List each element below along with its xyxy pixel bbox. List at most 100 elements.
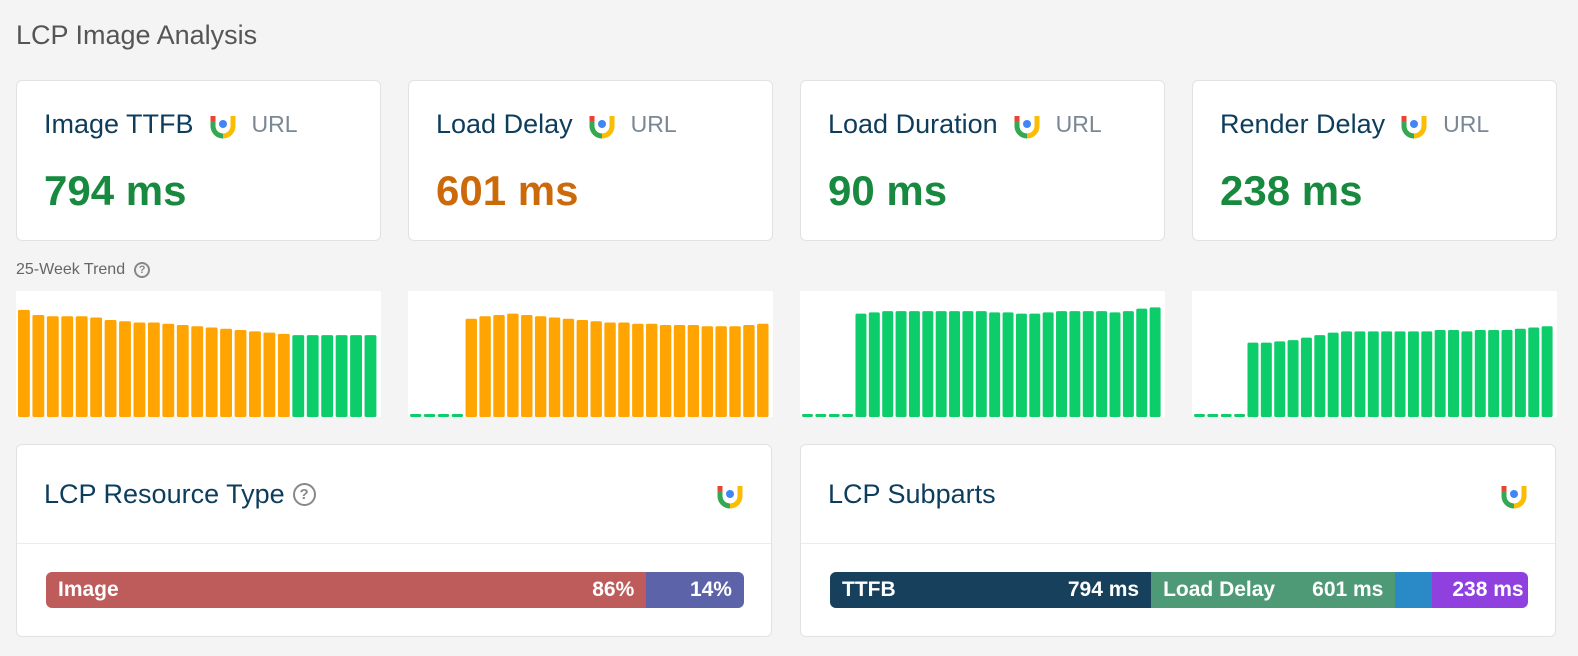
trend-bar[interactable] (205, 327, 218, 417)
trend-bar[interactable] (757, 323, 769, 417)
trend-bar[interactable] (162, 323, 175, 417)
trend-bar[interactable] (1207, 414, 1219, 417)
trend-bar[interactable] (604, 322, 616, 418)
trend-bar[interactable] (729, 326, 741, 417)
trend-bar[interactable] (922, 311, 934, 417)
trend-bar[interactable] (562, 318, 575, 417)
trend-bar[interactable] (1394, 331, 1406, 417)
resource-type-bar[interactable]: Image 86% 14% (46, 572, 744, 608)
bar-segment[interactable] (1395, 572, 1433, 608)
trend-bar[interactable] (1056, 311, 1067, 417)
trend-bar[interactable] (1421, 331, 1433, 417)
trend-bar[interactable] (1042, 312, 1054, 417)
trend-bar[interactable] (659, 325, 672, 417)
trend-bar[interactable] (191, 326, 204, 417)
trend-bar[interactable] (673, 325, 686, 417)
trend-bar[interactable] (451, 414, 464, 417)
bar-segment[interactable]: TTFB 794 ms (830, 572, 1152, 608)
trend-bar[interactable] (493, 314, 505, 417)
trend-bar[interactable] (855, 313, 867, 417)
trend-bar[interactable] (350, 335, 362, 417)
trend-bar[interactable] (534, 316, 547, 417)
help-icon[interactable]: ? (134, 262, 151, 278)
trend-bar[interactable] (32, 314, 45, 417)
trend-bar[interactable] (618, 322, 630, 418)
trend-bar[interactable] (220, 328, 232, 417)
trend-bar[interactable] (1501, 330, 1513, 417)
trend-bar[interactable] (1381, 331, 1393, 417)
trend-bar[interactable] (1327, 332, 1339, 417)
trend-bar[interactable] (1149, 307, 1161, 417)
trend-bar[interactable] (1220, 414, 1232, 417)
trend-bar[interactable] (1541, 326, 1553, 417)
trend-bar[interactable] (176, 325, 189, 417)
trend-bar[interactable] (975, 311, 987, 417)
trend-bar[interactable] (1474, 330, 1486, 417)
trend-bar[interactable] (1109, 312, 1121, 417)
trend-bar[interactable] (1002, 312, 1014, 417)
trend-bar[interactable] (1096, 311, 1108, 417)
trend-bar[interactable] (1434, 330, 1446, 417)
trend-bar[interactable] (1274, 341, 1286, 417)
trend-bar[interactable] (1247, 342, 1259, 417)
trend-bar[interactable] (479, 316, 491, 417)
trend-bar[interactable] (632, 323, 644, 417)
trend-bar[interactable] (1122, 311, 1134, 417)
trend-bar[interactable] (1528, 327, 1540, 417)
trend-bar[interactable] (908, 311, 920, 417)
trend-bar[interactable] (147, 322, 160, 418)
trend-bar[interactable] (1354, 331, 1366, 417)
trend-bar[interactable] (263, 332, 276, 417)
trend-bar[interactable] (1314, 335, 1326, 417)
trend-bar[interactable] (1300, 337, 1312, 417)
help-icon[interactable]: ? (292, 483, 316, 506)
trend-bar[interactable] (828, 414, 840, 417)
trend-bar[interactable] (61, 316, 74, 417)
trend-bar[interactable] (1287, 340, 1299, 417)
trend-bar[interactable] (1029, 313, 1041, 417)
trend-bar[interactable] (1234, 414, 1246, 417)
trend-bar[interactable] (701, 326, 713, 417)
trend-bar[interactable] (548, 317, 561, 417)
trend-bar[interactable] (46, 316, 59, 417)
bar-segment[interactable]: Load Delay 601 ms (1151, 572, 1396, 608)
trend-bar[interactable] (895, 311, 907, 417)
trend-bar[interactable] (802, 414, 813, 417)
trend-bar[interactable] (465, 318, 477, 417)
bar-segment[interactable]: 238 ms (1432, 572, 1528, 608)
trend-bar[interactable] (1461, 331, 1473, 417)
trend-bar[interactable] (715, 326, 727, 417)
trend-bar[interactable] (1407, 331, 1419, 417)
trend-chart-render-delay[interactable] (1192, 291, 1557, 417)
trend-bar[interactable] (576, 319, 589, 417)
trend-bar[interactable] (1015, 313, 1027, 417)
trend-bar[interactable] (1341, 331, 1353, 417)
trend-bar[interactable] (521, 314, 533, 417)
trend-bar[interactable] (815, 414, 827, 417)
trend-bar[interactable] (321, 335, 334, 417)
trend-chart-load-delay[interactable] (408, 291, 773, 417)
trend-bar[interactable] (842, 414, 854, 417)
trend-bar[interactable] (935, 311, 947, 417)
trend-bar[interactable] (687, 325, 700, 417)
trend-bar[interactable] (1194, 414, 1205, 417)
trend-bar[interactable] (646, 323, 658, 417)
trend-bar[interactable] (234, 330, 247, 417)
trend-bar[interactable] (962, 311, 974, 417)
trend-bar[interactable] (1448, 330, 1459, 417)
trend-bar[interactable] (989, 312, 1001, 417)
trend-chart-image-ttfb[interactable] (16, 291, 381, 417)
trend-bar[interactable] (90, 317, 103, 417)
trend-bar[interactable] (1136, 308, 1148, 417)
trend-bar[interactable] (1260, 342, 1272, 417)
trend-bar[interactable] (949, 311, 961, 417)
trend-bar[interactable] (119, 321, 131, 417)
trend-bar[interactable] (1367, 331, 1379, 417)
trend-bar[interactable] (1069, 311, 1081, 417)
trend-bar[interactable] (590, 321, 602, 417)
trend-bar[interactable] (18, 309, 30, 417)
trend-bar[interactable] (410, 414, 422, 417)
trend-bar[interactable] (743, 325, 755, 417)
trend-bar[interactable] (75, 316, 88, 417)
trend-bar[interactable] (1514, 328, 1526, 417)
